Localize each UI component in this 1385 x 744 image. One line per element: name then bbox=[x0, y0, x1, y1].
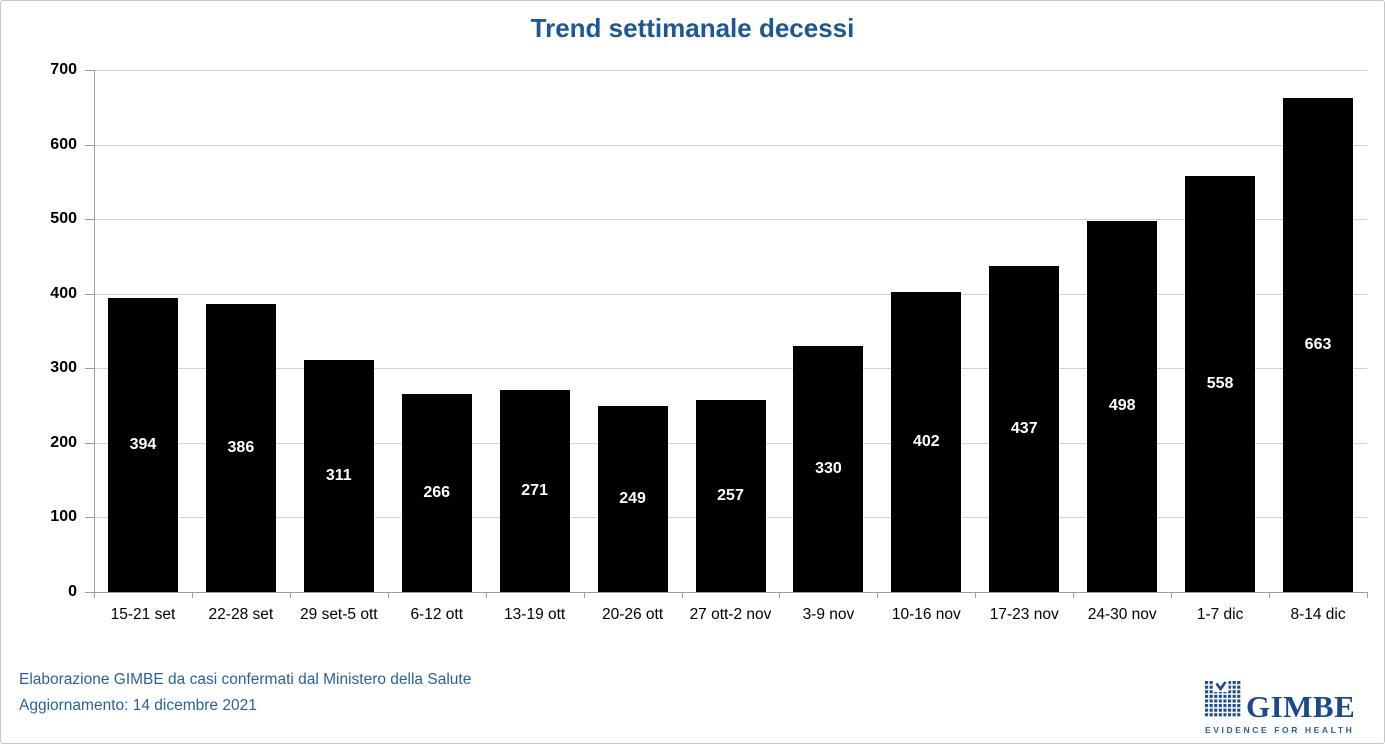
bar-value-label: 249 bbox=[619, 490, 646, 508]
y-axis-tick bbox=[85, 442, 94, 444]
y-axis-tick bbox=[85, 144, 94, 146]
bar-value-label: 394 bbox=[129, 436, 157, 454]
y-gridline bbox=[94, 144, 1367, 146]
source-note-line1: Elaborazione GIMBE da casi confermati da… bbox=[19, 671, 472, 688]
y-axis-tick bbox=[85, 219, 94, 221]
chart-title: Trend settimanale decessi bbox=[530, 13, 855, 43]
bar-value-label: 558 bbox=[1206, 374, 1234, 392]
x-axis-tick bbox=[387, 592, 389, 598]
y-axis-tick bbox=[85, 592, 94, 593]
x-axis-category-label: 6-12 ott bbox=[410, 606, 463, 623]
x-axis-tick bbox=[1171, 592, 1173, 598]
bar: 249 bbox=[597, 406, 668, 592]
x-axis-category-label: 17-23 nov bbox=[989, 606, 1059, 623]
y-axis-tick-label: 700 bbox=[50, 61, 77, 78]
bar-value-label: 498 bbox=[1108, 397, 1136, 415]
bar: 386 bbox=[205, 304, 276, 592]
y-axis-tick bbox=[85, 293, 94, 295]
bar-value-label: 271 bbox=[521, 481, 548, 499]
y-axis-line bbox=[94, 70, 95, 592]
y-axis-tick bbox=[85, 517, 94, 519]
bar: 394 bbox=[107, 298, 178, 592]
bar-value-label: 257 bbox=[717, 487, 744, 505]
gimbe-tagline: EVIDENCE FOR HEALTH bbox=[1205, 725, 1355, 735]
x-axis-category-label: 3-9 nov bbox=[802, 606, 855, 623]
y-gridline bbox=[94, 70, 1367, 71]
y-axis-tick-label: 0 bbox=[68, 583, 77, 600]
bar: 663 bbox=[1283, 97, 1354, 592]
x-axis-tick bbox=[877, 592, 879, 598]
bar: 437 bbox=[989, 266, 1060, 592]
y-axis-tick-label: 200 bbox=[50, 433, 77, 451]
y-axis-tick-label: 500 bbox=[50, 210, 77, 228]
x-axis-tick bbox=[779, 592, 781, 598]
source-note: Elaborazione GIMBE da casi confermati da… bbox=[19, 667, 471, 719]
gimbe-wordmark: GIMBE bbox=[1246, 689, 1356, 724]
bar: 266 bbox=[401, 393, 472, 592]
y-axis-tick-label: 400 bbox=[50, 284, 77, 302]
x-axis-category-label: 8-14 dic bbox=[1290, 606, 1346, 623]
y-gridline bbox=[94, 219, 1367, 221]
bar-value-label: 663 bbox=[1304, 335, 1332, 353]
x-axis-tick bbox=[289, 592, 291, 598]
x-axis-category-label: 29 set-5 ott bbox=[300, 606, 378, 623]
bar-value-label: 266 bbox=[423, 483, 451, 501]
x-axis-category-label: 13-19 ott bbox=[504, 606, 566, 623]
y-axis-tick-label: 600 bbox=[50, 135, 77, 153]
bar: 402 bbox=[891, 292, 962, 592]
y-axis-tick bbox=[85, 368, 94, 370]
x-axis-tick bbox=[583, 592, 585, 598]
y-axis-tick-label: 100 bbox=[50, 508, 77, 526]
x-axis-tick bbox=[975, 592, 977, 598]
x-axis-tick bbox=[1269, 592, 1271, 598]
gimbe-logo-mark-icon bbox=[1205, 681, 1241, 722]
y-axis-tick-label: 300 bbox=[50, 359, 77, 377]
bar: 330 bbox=[793, 345, 864, 592]
bar-value-label: 311 bbox=[325, 467, 352, 485]
y-axis-tick bbox=[85, 70, 94, 71]
x-axis-tick bbox=[191, 592, 193, 598]
x-axis-category-label: 10-16 nov bbox=[891, 606, 961, 623]
x-axis-category-label: 27 ott-2 nov bbox=[689, 606, 772, 623]
x-axis-tick bbox=[485, 592, 487, 598]
bar-value-label: 437 bbox=[1010, 420, 1038, 438]
x-axis-tick bbox=[1073, 592, 1075, 598]
source-note-line2: Aggiornamento: 14 dicembre 2021 bbox=[19, 697, 257, 714]
bar-value-label: 330 bbox=[815, 459, 842, 477]
x-axis-category-label: 1-7 dic bbox=[1196, 606, 1244, 623]
x-axis-category-label: 22-28 set bbox=[208, 606, 274, 623]
gimbe-logo: GIMBE EVIDENCE FOR HEALTH bbox=[1205, 681, 1355, 735]
bar: 311 bbox=[303, 360, 374, 592]
x-axis-tick bbox=[1367, 592, 1368, 598]
x-axis-category-label: 20-26 ott bbox=[601, 606, 664, 623]
x-axis-tick bbox=[94, 592, 95, 598]
bar: 271 bbox=[499, 389, 570, 592]
bar: 498 bbox=[1087, 220, 1158, 592]
bar-value-label: 402 bbox=[912, 433, 940, 451]
bar-value-label: 386 bbox=[227, 439, 255, 457]
x-axis-line bbox=[94, 592, 1367, 593]
bar: 558 bbox=[1185, 175, 1256, 592]
bar: 257 bbox=[695, 400, 766, 592]
x-axis-tick bbox=[681, 592, 683, 598]
x-axis-category-label: 24-30 nov bbox=[1087, 606, 1157, 623]
y-gridline bbox=[94, 368, 1367, 370]
x-axis-category-label: 15-21 set bbox=[110, 606, 176, 623]
y-gridline bbox=[94, 293, 1367, 295]
